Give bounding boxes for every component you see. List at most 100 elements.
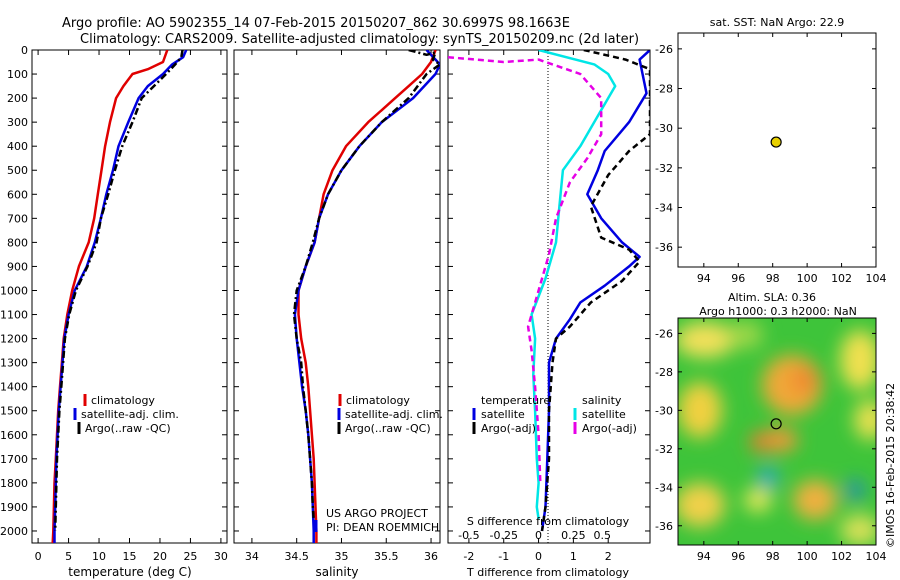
salinity-ticks: 34 34.5 35 35.5 36	[245, 50, 438, 563]
argo-location-marker	[770, 418, 782, 430]
t-difference-label: T difference from climatology	[466, 566, 629, 579]
legend-climatology: climatology	[91, 394, 155, 407]
lat-tick-label: -30	[655, 122, 673, 135]
lon-tick-label: 98	[766, 550, 780, 563]
depth-tick-label: 1700	[0, 453, 28, 466]
x2-tick-label: 0.5	[593, 529, 611, 542]
x-tick-label: 35	[334, 550, 348, 563]
depth-tick-label: 0	[21, 44, 28, 57]
depth-tick-label: 1300	[0, 357, 28, 370]
depth-tick-label: 300	[7, 116, 28, 129]
sla-title-2: Argo h1000: 0.3 h2000: NaN	[699, 305, 857, 318]
depth-tick-label: 900	[7, 260, 28, 273]
header-line2: Climatology: CARS2009. Satellite-adjuste…	[80, 32, 639, 47]
legend-temp-argo: Argo(-adj)	[481, 422, 536, 435]
depth-tick-label: 800	[7, 236, 28, 249]
lat-tick-label: -36	[655, 241, 673, 254]
s-difference-label: S difference from climatology	[467, 515, 630, 528]
depth-tick-label: 200	[7, 92, 28, 105]
x-tick-label: 10	[92, 550, 106, 563]
x-tick-label: 20	[153, 550, 167, 563]
legend-argo: Argo(..raw -QC)	[85, 422, 171, 435]
argo-location-marker	[770, 136, 782, 148]
lat-tick-label: -32	[655, 443, 673, 456]
lat-tick-label: -30	[655, 404, 673, 417]
depth-tick-label: 1800	[0, 477, 28, 490]
depth-tick-label: 1000	[0, 284, 28, 297]
x2-tick-label: -0.5	[458, 529, 479, 542]
legend-satellite: satellite-adj. clim.	[345, 408, 443, 421]
lat-tick-label: -34	[655, 481, 673, 494]
difference-panel: -2 -1 0 1 2 -0.5 -0.25 0 0.25 0.5 temperature sal…	[447, 49, 651, 579]
x-tick-label: 25	[183, 550, 197, 563]
x-tick-label: 35.5	[374, 550, 399, 563]
lon-tick-label: 102	[831, 550, 852, 563]
difference-legend: temperature salinity satellite satellite…	[472, 394, 637, 435]
series-line	[53, 50, 184, 532]
project-line2: PI: DEAN ROEMMICH	[326, 521, 439, 534]
sla-title-1: Altim. SLA: 0.36	[728, 291, 816, 304]
lat-tick-label: -36	[655, 520, 673, 533]
series-line	[540, 50, 650, 532]
depth-tick-label: 1400	[0, 381, 28, 394]
depth-tick-label: 100	[7, 68, 28, 81]
depth-tick-label: 1200	[0, 333, 28, 346]
lat-tick-label: -32	[655, 162, 673, 175]
depth-tick-label: 2000	[0, 525, 28, 538]
x-tick-label: 34	[245, 550, 259, 563]
depth-tick-label: 1100	[0, 309, 28, 322]
lon-tick-label: 100	[797, 272, 818, 285]
legend-argo: Argo(..raw -QC)	[345, 422, 431, 435]
depth-tick-label: 1600	[0, 429, 28, 442]
x2-tick-label: 0.25	[561, 529, 586, 542]
x-tick-label: 15	[123, 550, 137, 563]
depth-tick-label: 700	[7, 212, 28, 225]
lon-tick-label: 96	[731, 272, 745, 285]
legend-sal-argo: Argo(-adj)	[582, 422, 637, 435]
temperature-ticks: 0 5 10 15 20 25 30	[35, 50, 228, 563]
sla-panel: Altim. SLA: 0.36 Argo h1000: 0.3 h2000: …	[655, 291, 886, 563]
depth-tick-label: 600	[7, 188, 28, 201]
location-panel: sat. SST: NaN Argo: 22.9 94 96 98 100 102 104…	[655, 16, 886, 285]
depth-tick-label: 1500	[0, 405, 28, 418]
series-line	[448, 55, 603, 483]
lon-tick-label: 94	[697, 272, 711, 285]
lat-tick-label: -26	[655, 43, 673, 56]
legend-salinity-title: salinity	[582, 394, 622, 407]
lat-tick-label: -28	[655, 83, 673, 96]
lon-tick-label: 104	[866, 550, 887, 563]
legend-climatology: climatology	[346, 394, 410, 407]
x-tick-label: -2	[463, 550, 474, 563]
depth-tick-label: 500	[7, 164, 28, 177]
temperature-xlabel: temperature (deg C)	[68, 565, 191, 579]
depth-tick-label: 1900	[0, 501, 28, 514]
legend-temp-satellite: satellite	[481, 408, 525, 421]
x-tick-label: 30	[214, 550, 228, 563]
legend-sal-satellite: satellite	[582, 408, 626, 421]
depth-tick-label: 400	[7, 140, 28, 153]
salinity-legend: climatology satellite-adj. clim. Argo(..…	[337, 394, 443, 435]
series-line	[540, 50, 650, 532]
lat-tick-label: -34	[655, 202, 673, 215]
legend-satellite: satellite-adj. clim.	[81, 408, 179, 421]
header-line1: Argo profile: AO 5902355_14 07-Feb-2015 …	[62, 16, 570, 31]
location-title: sat. SST: NaN Argo: 22.9	[710, 16, 844, 29]
project-line1: US ARGO PROJECT	[326, 507, 428, 520]
x-tick-label: 0	[35, 550, 42, 563]
salinity-panel: 34 34.5 35 35.5 36 salinity climatology sate…	[233, 49, 443, 579]
lat-tick-label: -28	[655, 366, 673, 379]
x-tick-label: 34.5	[284, 550, 309, 563]
x-tick-label: 0	[535, 550, 542, 563]
temperature-legend: climatology satellite-adj. clim. Argo(..…	[73, 394, 179, 435]
sla-heatmap	[678, 321, 876, 545]
lon-tick-label: 94	[697, 550, 711, 563]
lon-tick-label: 104	[866, 272, 887, 285]
x-tick-label: -1	[498, 550, 509, 563]
salinity-xlabel: salinity	[315, 565, 358, 579]
x-tick-label: 5	[65, 550, 72, 563]
lat-tick-label: -26	[655, 327, 673, 340]
x-tick-label: 2	[605, 550, 612, 563]
x2-tick-label: -0.25	[489, 529, 517, 542]
x-tick-label: 1	[570, 550, 577, 563]
